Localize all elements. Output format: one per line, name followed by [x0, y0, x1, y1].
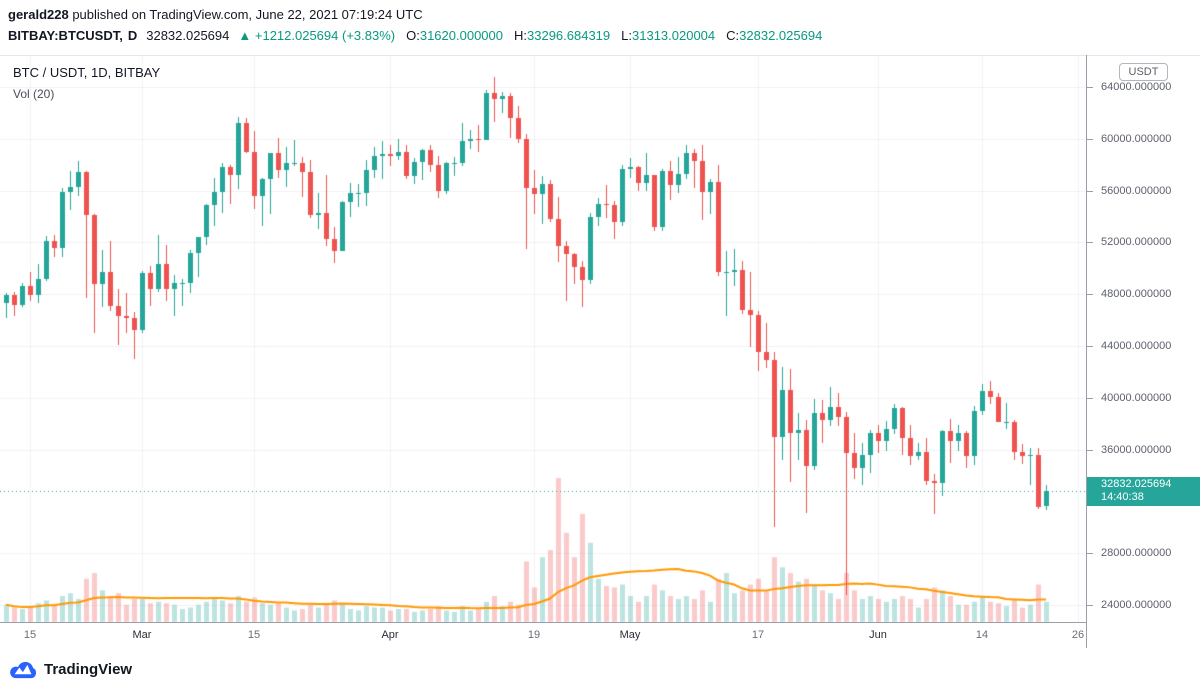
high-value: 33296.684319 — [527, 28, 611, 43]
price-tick-label: 48000.000000 — [1086, 288, 1172, 301]
close-label: C: — [726, 28, 740, 43]
author-name: gerald228 — [8, 7, 69, 22]
price-tick-label: 60000.000000 — [1086, 132, 1172, 145]
high-label: H: — [514, 28, 527, 43]
time-tick-label: 15 — [23, 629, 37, 641]
footer: TradingView — [0, 648, 1200, 698]
axis-separator-line — [1086, 55, 1087, 648]
publish-header: gerald228 published on TradingView.com, … — [8, 7, 423, 22]
price-tick-label: 36000.000000 — [1086, 443, 1172, 456]
time-axis[interactable]: 15 Mar 15 Apr 19 May 17 Jun 14 26 — [0, 622, 1086, 648]
ohlc-low: L:31313.020004 — [621, 28, 715, 43]
time-tick-label: Mar — [132, 629, 152, 641]
current-price-badge: 32832.025694 14:40:38 — [1087, 476, 1200, 506]
legend-volume-indicator: Vol (20) — [13, 87, 55, 101]
price-change: ▲ +1212.025694 (+3.83%) — [238, 28, 396, 43]
time-tick-label: 19 — [527, 629, 541, 641]
time-tick-label: 15 — [247, 629, 261, 641]
symbol-bar: BITBAY:BTCUSDT, D 32832.025694 ▲ +1212.0… — [8, 28, 822, 43]
ohlc-open: O:31620.000000 — [406, 28, 503, 43]
price-tick-label: 28000.000000 — [1086, 547, 1172, 560]
open-label: O: — [406, 28, 420, 43]
low-value: 31313.020004 — [632, 28, 716, 43]
time-tick-label: May — [619, 629, 641, 641]
price-tick-label: 24000.000000 — [1086, 599, 1172, 611]
price-tick-label: 40000.000000 — [1086, 391, 1172, 404]
tradingview-link[interactable]: TradingView — [10, 659, 132, 679]
time-tick-label: 14 — [975, 629, 989, 641]
chart-area: BTC / USDT, 1D, BITBAY Vol (20) USDT 328… — [0, 55, 1200, 623]
time-tick-label: Jun — [869, 629, 887, 641]
time-tick-label: Apr — [381, 629, 399, 641]
ohlc-close: C:32832.025694 — [726, 28, 822, 43]
interval-label: D — [127, 28, 138, 43]
tradingview-logo-icon — [10, 661, 37, 679]
countdown-timer: 14:40:38 — [1101, 490, 1144, 503]
time-tick-label: 26 — [1071, 629, 1085, 641]
legend-symbol: BTC / USDT, 1D, BITBAY — [13, 65, 161, 80]
price-tick-label: 44000.000000 — [1086, 340, 1172, 352]
publish-info: published on TradingView.com, June 22, 2… — [72, 7, 423, 22]
chart-legend: BTC / USDT, 1D, BITBAY Vol (20) — [13, 65, 160, 101]
currency-badge: USDT — [1118, 63, 1169, 81]
low-label: L: — [621, 28, 632, 43]
symbol-title: BITBAY:BTCUSDT, — [8, 28, 123, 43]
chart-canvas[interactable] — [0, 56, 1086, 623]
price-axis[interactable]: USDT 32832.025694 14:40:38 64000.000000 6… — [1086, 56, 1200, 623]
current-price-label: 32832.025694 — [1101, 477, 1172, 490]
price-tick-label: 56000.000000 — [1086, 184, 1172, 197]
last-price: 32832.025694 — [146, 28, 230, 43]
price-tick-label: 52000.000000 — [1086, 236, 1172, 249]
brand-name: TradingView — [44, 660, 133, 678]
time-tick-label: 17 — [751, 629, 765, 641]
open-value: 31620.000000 — [419, 28, 503, 43]
price-tick-label: 64000.000000 — [1086, 81, 1172, 93]
ohlc-high: H:33296.684319 — [514, 28, 610, 43]
close-value: 32832.025694 — [739, 28, 823, 43]
